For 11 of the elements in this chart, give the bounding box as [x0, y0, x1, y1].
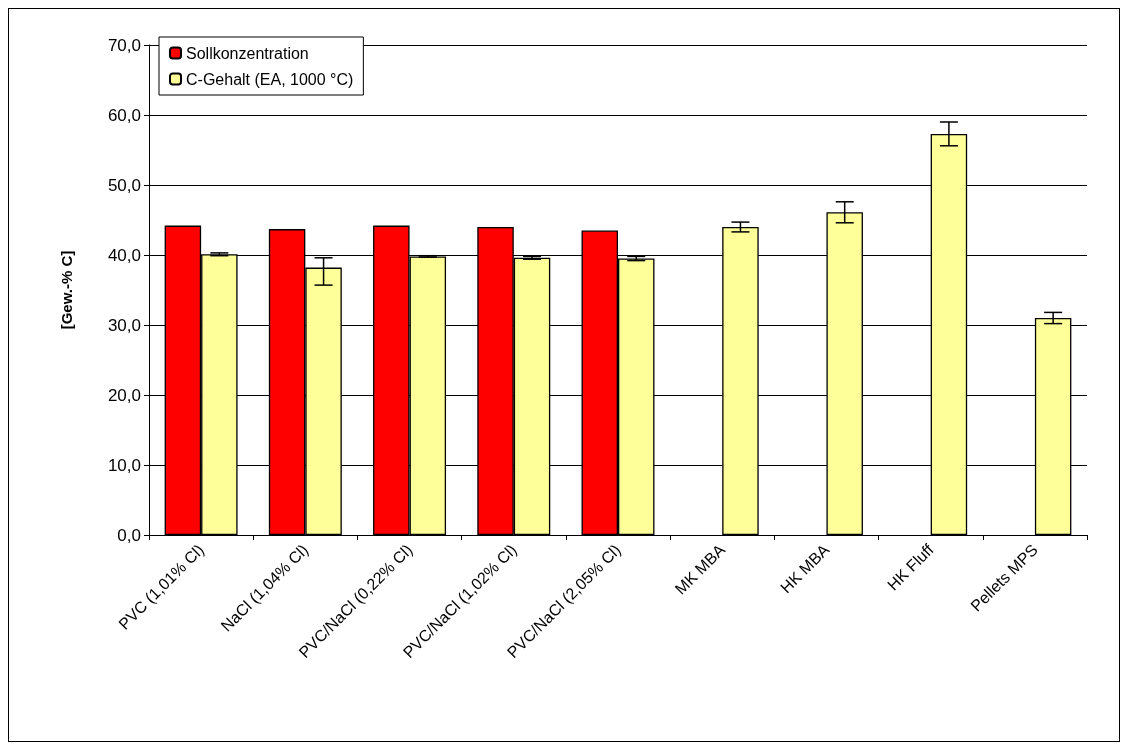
- y-tick-label: 20,0: [107, 385, 141, 405]
- y-tick-label: 70,0: [107, 35, 141, 55]
- y-tick-label: 40,0: [107, 245, 141, 265]
- y-tick-label: 50,0: [107, 175, 141, 195]
- y-tick-label: 30,0: [107, 315, 141, 335]
- y-tick-label: 0,0: [117, 525, 141, 545]
- legend-label: C-Gehalt (EA, 1000 °C): [186, 70, 354, 88]
- legend-label: Sollkonzentration: [186, 44, 309, 62]
- y-axis-title: [Gew.-% C]: [58, 250, 75, 330]
- y-tick-label: 10,0: [107, 455, 141, 475]
- y-tick-label: 60,0: [107, 105, 141, 125]
